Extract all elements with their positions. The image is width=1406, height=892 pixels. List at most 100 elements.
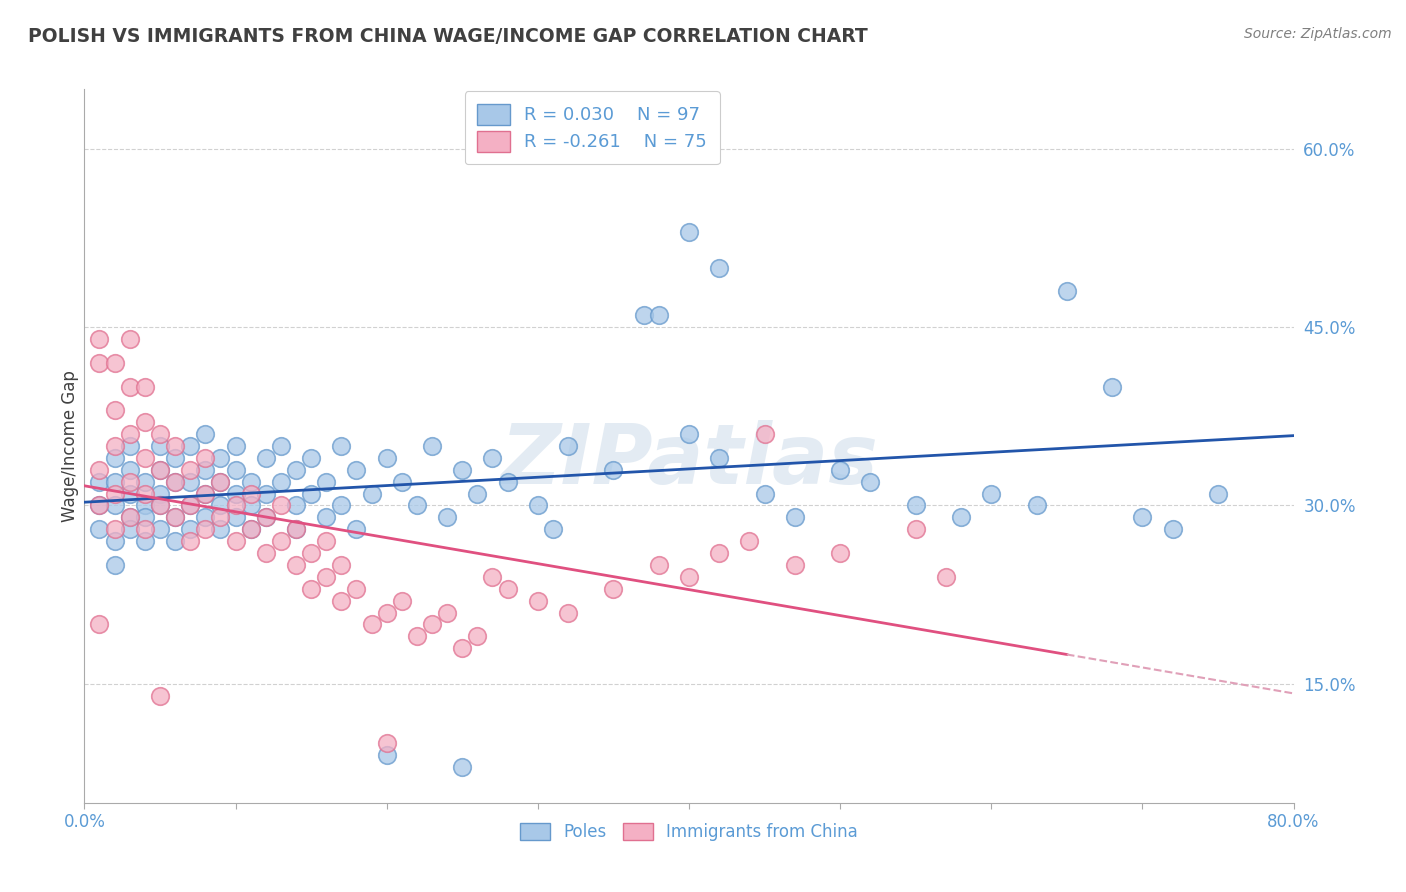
Legend: Poles, Immigrants from China: Poles, Immigrants from China <box>513 816 865 848</box>
Point <box>451 641 474 656</box>
Point <box>239 522 262 536</box>
Point <box>165 475 187 489</box>
Point <box>225 463 247 477</box>
Point <box>209 522 232 536</box>
Point <box>225 510 247 524</box>
Point <box>149 486 172 500</box>
Point <box>980 486 1002 500</box>
Point <box>270 534 292 549</box>
Point <box>118 427 141 442</box>
Point <box>360 486 382 500</box>
Point <box>1056 285 1078 299</box>
Point <box>648 558 671 572</box>
Point <box>950 510 973 524</box>
Point <box>285 463 308 477</box>
Point <box>285 499 308 513</box>
Point <box>783 558 806 572</box>
Point <box>527 593 550 607</box>
Point <box>104 534 127 549</box>
Point <box>330 593 353 607</box>
Point <box>904 522 927 536</box>
Point <box>678 570 700 584</box>
Point <box>1206 486 1229 500</box>
Point <box>315 534 337 549</box>
Point <box>299 450 322 465</box>
Point <box>209 499 232 513</box>
Point <box>360 617 382 632</box>
Point <box>859 475 882 489</box>
Point <box>436 606 458 620</box>
Point <box>134 415 156 429</box>
Point <box>315 475 337 489</box>
Point <box>134 450 156 465</box>
Point <box>481 450 503 465</box>
Point <box>602 463 624 477</box>
Point <box>239 475 262 489</box>
Point <box>346 522 368 536</box>
Point <box>557 606 579 620</box>
Point <box>149 499 172 513</box>
Point <box>165 534 187 549</box>
Point <box>330 499 353 513</box>
Point <box>134 534 156 549</box>
Point <box>557 439 579 453</box>
Point <box>194 510 217 524</box>
Point <box>254 510 277 524</box>
Point <box>194 427 217 442</box>
Point <box>194 463 217 477</box>
Point <box>225 534 247 549</box>
Point <box>104 499 127 513</box>
Point <box>149 522 172 536</box>
Point <box>165 450 187 465</box>
Point <box>239 499 262 513</box>
Point <box>89 332 111 346</box>
Point <box>134 499 156 513</box>
Point <box>633 308 655 322</box>
Point <box>1101 379 1123 393</box>
Point <box>1161 522 1184 536</box>
Point <box>209 475 232 489</box>
Point <box>134 379 156 393</box>
Point <box>149 463 172 477</box>
Point <box>104 475 127 489</box>
Point <box>375 748 398 763</box>
Point <box>165 439 187 453</box>
Point <box>391 593 413 607</box>
Point <box>330 439 353 453</box>
Point <box>179 439 201 453</box>
Point <box>285 558 308 572</box>
Point <box>89 617 111 632</box>
Point <box>830 546 852 560</box>
Point <box>134 510 156 524</box>
Point <box>375 736 398 750</box>
Point <box>194 486 217 500</box>
Point <box>149 439 172 453</box>
Point <box>330 558 353 572</box>
Point <box>420 439 443 453</box>
Point <box>165 475 187 489</box>
Point <box>118 486 141 500</box>
Point <box>315 510 337 524</box>
Point <box>89 499 111 513</box>
Point <box>285 522 308 536</box>
Point <box>209 475 232 489</box>
Point <box>346 463 368 477</box>
Point <box>194 522 217 536</box>
Point <box>225 499 247 513</box>
Point <box>225 439 247 453</box>
Point <box>104 450 127 465</box>
Point <box>254 486 277 500</box>
Point <box>1130 510 1153 524</box>
Text: Source: ZipAtlas.com: Source: ZipAtlas.com <box>1244 27 1392 41</box>
Point <box>149 427 172 442</box>
Point <box>436 510 458 524</box>
Point <box>149 689 172 703</box>
Point <box>391 475 413 489</box>
Point <box>648 308 671 322</box>
Y-axis label: Wage/Income Gap: Wage/Income Gap <box>62 370 80 522</box>
Point <box>754 427 776 442</box>
Point <box>270 475 292 489</box>
Point <box>830 463 852 477</box>
Point <box>118 332 141 346</box>
Point <box>299 582 322 596</box>
